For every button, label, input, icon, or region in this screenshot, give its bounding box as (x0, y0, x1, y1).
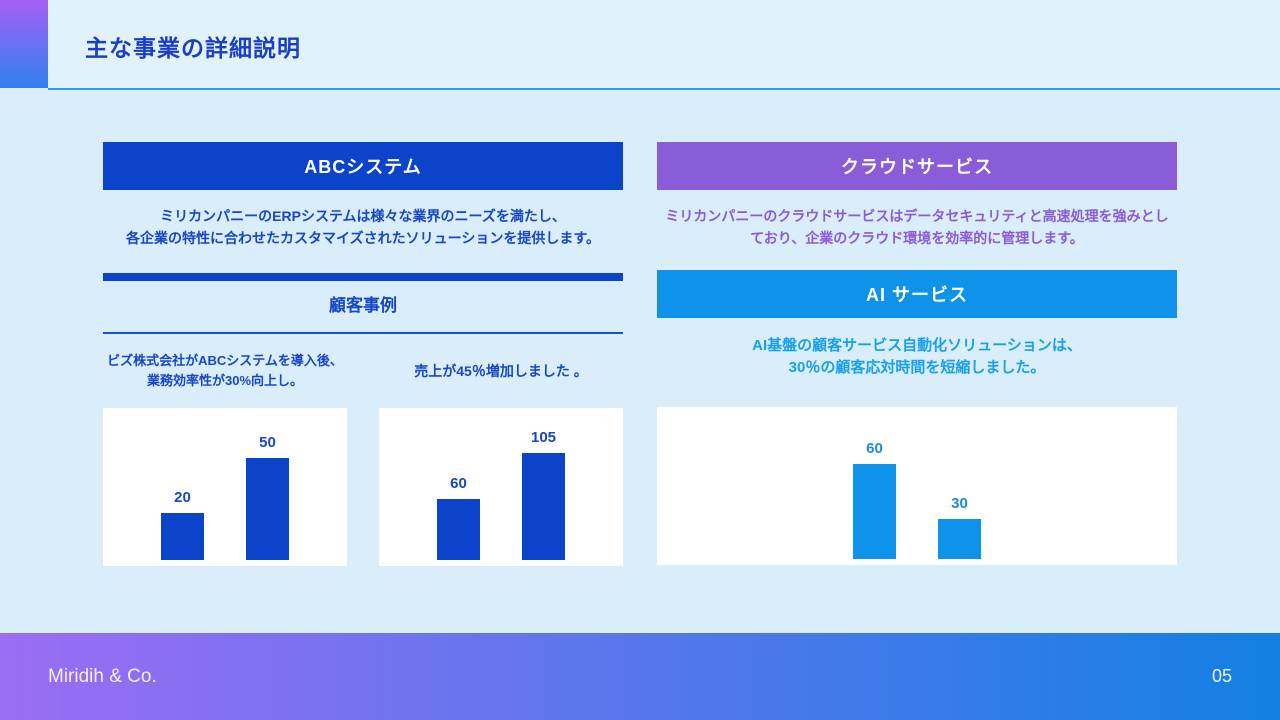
bar-value-label: 60 (450, 475, 467, 492)
header-divider (48, 88, 1280, 90)
header-band (0, 0, 1280, 88)
bar (246, 458, 289, 560)
abc-system-banner: ABCシステム (103, 142, 623, 190)
chart-ai-response-time: 60 30 (657, 407, 1177, 565)
ai-service-description-line1: AI基盤の顧客サービス自動化ソリューションは、 (752, 337, 1082, 354)
bar-group: 60 (437, 475, 480, 560)
cloud-service-description-line2: ており、企業のクラウド環境を効率的に管理します。 (750, 230, 1084, 246)
footer: Miridih & Co. 05 (0, 633, 1280, 720)
ai-service-banner: AI サービス (657, 270, 1177, 318)
page-title: 主な事業の詳細説明 (85, 35, 301, 61)
bar-value-label: 20 (174, 489, 191, 506)
case-charts-row: 20 50 60 105 (103, 408, 623, 566)
bar (522, 453, 565, 560)
cloud-ai-section: クラウドサービス ミリカンパニーのクラウドサービスはデータセキュリティと高速処理… (657, 142, 1177, 565)
abc-system-description-line1: ミリカンパニーのERPシステムは様々な業界のニーズを満たし、 (160, 208, 566, 224)
bar-value-label: 50 (259, 434, 276, 451)
ai-service-description-line2: 30％の顧客応対時間を短縮しました。 (788, 359, 1046, 376)
case1-caption: ビズ株式会社がABCシステムを導入後、 業務効率性が30%向上し。 (103, 351, 347, 397)
abc-system-description-line2: 各企業の特性に合わせたカスタマイズされたソリューションを提供します。 (126, 230, 600, 246)
case-captions: ビズ株式会社がABCシステムを導入後、 業務効率性が30%向上し。 売上が45％… (103, 351, 623, 397)
chart-efficiency: 20 50 (103, 408, 347, 566)
bar-value-label: 105 (530, 429, 557, 446)
cloud-service-description-line1: ミリカンパニーのクラウドサービスはデータセキュリティと高速処理を強みとし (665, 208, 1169, 224)
cloud-service-banner-label: クラウドサービス (841, 157, 993, 177)
ai-service-description: AI基盤の顧客サービス自動化ソリューションは、 30％の顧客応対時間を短縮しまし… (657, 335, 1177, 379)
abc-system-banner-label: ABCシステム (304, 157, 422, 177)
bar-group: 50 (246, 434, 289, 560)
case1-caption-line1: ビズ株式会社がABCシステムを導入後、 (107, 353, 343, 368)
chart-sales: 60 105 (379, 408, 623, 566)
bar-value-label: 30 (951, 495, 968, 512)
case-section-divider (103, 332, 623, 334)
bar (437, 499, 480, 560)
footer-page-number: 05 (1211, 666, 1232, 686)
cloud-service-banner: クラウドサービス (657, 142, 1177, 190)
bar (161, 513, 204, 560)
abc-system-description: ミリカンパニーのERPシステムは様々な業界のニーズを満たし、 各企業の特性に合わ… (103, 205, 623, 249)
bar-group: 20 (161, 489, 204, 560)
bar (853, 464, 896, 559)
ai-service-banner-label: AI サービス (865, 285, 968, 305)
cloud-service-description: ミリカンパニーのクラウドサービスはデータセキュリティと高速処理を強みとし ており… (657, 205, 1177, 249)
footer-company-name: Miridih & Co. (48, 665, 157, 687)
case1-caption-line2: 業務効率性が30%向上し。 (146, 373, 304, 388)
bar-group: 105 (522, 429, 565, 560)
abc-system-section: ABCシステム ミリカンパニーのERPシステムは様々な業界のニーズを満たし、 各… (103, 142, 623, 566)
bar-group: 60 (853, 440, 896, 559)
case-section-top-bar (103, 273, 623, 281)
bar-value-label: 60 (866, 440, 883, 457)
case-section-heading: 顧客事例 (329, 296, 397, 315)
bar (938, 519, 981, 559)
bar-group: 30 (938, 495, 981, 559)
case2-caption: 売上が45％増加しました 。 (414, 363, 588, 379)
corner-gradient-block (0, 0, 48, 88)
